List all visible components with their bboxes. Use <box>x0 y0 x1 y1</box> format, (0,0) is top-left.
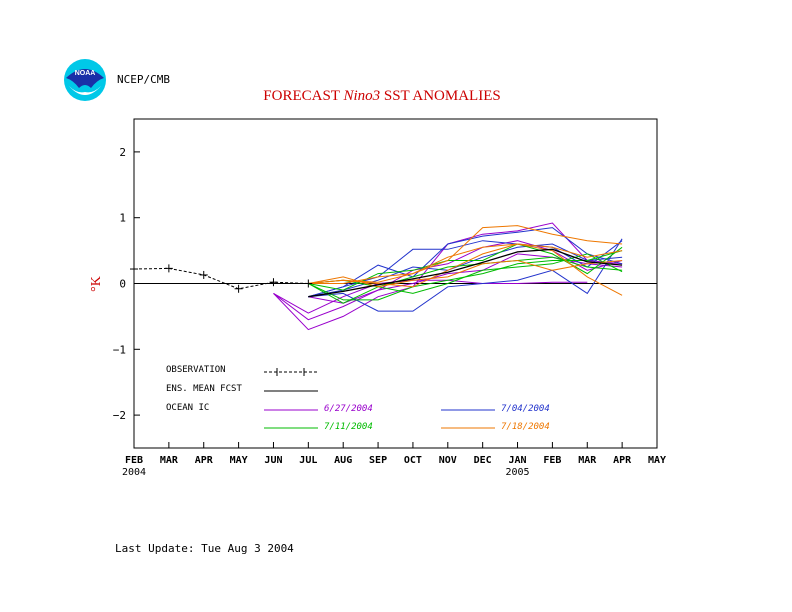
logo-wave-shape <box>69 86 101 95</box>
member-line-ic-7-18 <box>308 243 623 296</box>
member-line-ic-7-18 <box>308 259 623 288</box>
member-line-ic-6-27 <box>308 253 623 304</box>
x-tick-label: NOV <box>439 455 457 466</box>
x-tick-label: JUL <box>299 455 317 466</box>
x-tick-label: MAR <box>578 455 597 466</box>
y-tick-label: 2 <box>119 146 126 159</box>
x-tick-label: AUG <box>334 455 352 466</box>
x-tick-label: DEC <box>474 455 492 466</box>
member-line-ic-7-11 <box>308 253 623 294</box>
chart-title-part-2: Nino3 <box>342 88 380 104</box>
member-line-ic-6-27 <box>273 240 623 321</box>
x-year-label: 2005 <box>505 467 529 478</box>
member-line-ic-7-04 <box>308 240 623 298</box>
x-tick-label: MAY <box>648 455 666 466</box>
y-tick-label: 0 <box>119 278 126 291</box>
x-tick-label: OCT <box>404 455 422 466</box>
ensemble-mean-group <box>308 248 623 298</box>
x-tick-label: MAR <box>160 455 179 466</box>
member-line-ic-7-04 <box>308 238 623 312</box>
legend: OBSERVATION ENS. MEAN FCST OCEAN IC 6/27… <box>166 365 550 432</box>
member-line-ic-6-27 <box>273 279 588 314</box>
y-tick-label: −1 <box>113 343 126 356</box>
x-tick-label: JUN <box>264 455 282 466</box>
x-tick-label: JAN <box>509 455 527 466</box>
x-tick-label: SEP <box>369 455 387 466</box>
x-tick-label: APR <box>613 455 632 466</box>
legend-ic-7-04-label: 7/04/2004 <box>501 404 550 414</box>
legend-ens-mean-label: ENS. MEAN FCST <box>166 384 242 394</box>
x-tick-label: APR <box>195 455 214 466</box>
legend-ocean-ic-label: OCEAN IC <box>166 403 209 413</box>
x-year-label: 2004 <box>122 467 146 478</box>
chart-title: FORECAST Nino3 SST ANOMALIES <box>263 88 500 104</box>
x-axis-ticks: FEB MAR APR MAY JUN JUL AUG SEP OCT NOV DEC JAN FEB M… <box>122 442 666 478</box>
y-tick-label: −2 <box>113 409 126 422</box>
member-line-ic-7-18 <box>308 243 623 284</box>
legend-ic-6-27-label: 6/27/2004 <box>324 404 373 414</box>
legend-observation-label: OBSERVATION <box>166 365 226 375</box>
legend-ic-7-18-label: 7/18/2004 <box>501 422 550 432</box>
member-line-ic-7-11 <box>308 256 623 304</box>
noaa-logo: NOAA <box>64 59 106 101</box>
agency-label: NCEP/CMB <box>117 73 170 86</box>
x-tick-label: MAY <box>230 455 248 466</box>
member-line-ic-7-18 <box>308 225 623 284</box>
y-tick-label: 1 <box>119 212 126 225</box>
last-update-text: Last Update: Tue Aug 3 2004 <box>115 542 294 555</box>
logo-bird-shape <box>66 69 104 88</box>
logo-text: NOAA <box>75 70 96 77</box>
observation-line <box>133 267 309 290</box>
x-tick-label: FEB <box>543 455 561 466</box>
chart-title-part-1: FORECAST <box>263 88 343 104</box>
member-line-ic-7-04 <box>308 227 623 298</box>
legend-ic-7-11-label: 7/11/2004 <box>324 422 373 432</box>
chart-title-part-3: SST ANOMALIES <box>380 88 501 104</box>
forecast-members <box>273 222 623 331</box>
x-tick-label: FEB <box>125 455 143 466</box>
y-axis-label: °K <box>89 276 104 292</box>
ensemble-mean-line <box>308 248 623 298</box>
observation-group <box>130 264 313 293</box>
